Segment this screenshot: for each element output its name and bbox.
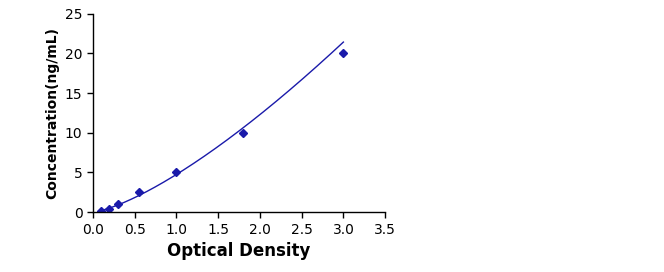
X-axis label: Optical Density: Optical Density (167, 242, 311, 260)
Y-axis label: Concentration(ng/mL): Concentration(ng/mL) (45, 27, 59, 199)
